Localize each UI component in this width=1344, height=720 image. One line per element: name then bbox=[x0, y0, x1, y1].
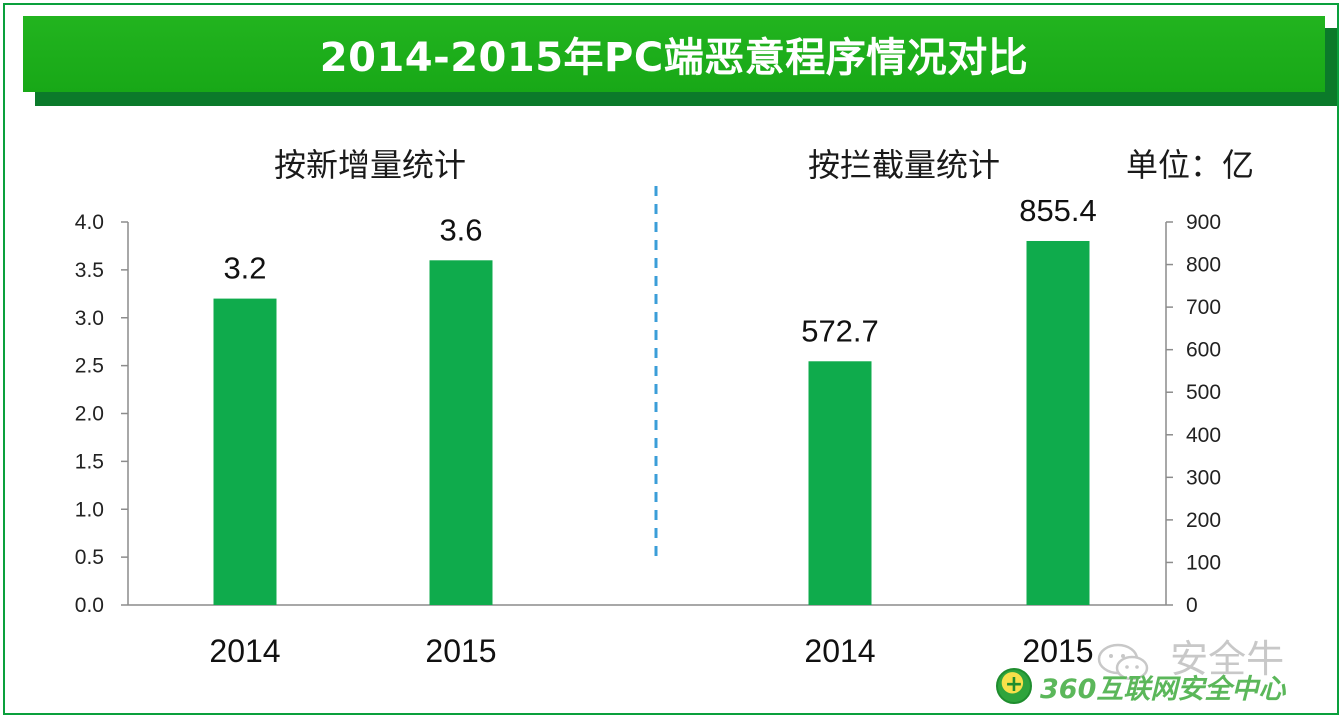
360-logo-text: 360互联网安全中心 bbox=[1040, 673, 1286, 705]
data-label: 855.4 bbox=[1019, 193, 1097, 228]
x-tick-label: 2014 bbox=[209, 633, 280, 669]
y-tick-label: 900 bbox=[1186, 211, 1221, 234]
x-tick-label: 2015 bbox=[425, 633, 496, 669]
y-tick-label: 700 bbox=[1186, 296, 1221, 319]
bar-2014 bbox=[808, 361, 872, 605]
x-tick-label: 2014 bbox=[804, 633, 875, 669]
chart-title: 2014-2015年PC端恶意程序情况对比 bbox=[319, 35, 1029, 81]
360-logo: 360互联网安全中心 bbox=[996, 666, 1285, 706]
y-tick-label: 100 bbox=[1186, 551, 1221, 574]
wechat-icon bbox=[1097, 643, 1149, 680]
y-tick-label: 0 bbox=[1186, 594, 1198, 617]
y-tick-label: 0.0 bbox=[75, 594, 104, 617]
y-tick-label: 600 bbox=[1186, 339, 1221, 362]
x-tick-label: 2015 bbox=[1022, 633, 1093, 669]
left-chart: 0.0 0.5 1.0 1.5 2.0 2.5 3.0 3.5 4.0 3.2 2014 3.6 201… bbox=[75, 211, 515, 669]
y-tick-label: 500 bbox=[1186, 381, 1221, 404]
unit-label: 单位：亿 bbox=[1126, 146, 1255, 184]
bar-2015 bbox=[1026, 240, 1090, 605]
y-tick-label: 3.5 bbox=[75, 259, 104, 282]
y-tick-label: 2.0 bbox=[75, 403, 104, 426]
y-tick-label: 200 bbox=[1186, 509, 1221, 532]
y-tick-label: 300 bbox=[1186, 466, 1221, 489]
slide-frame bbox=[3, 3, 1339, 715]
y-tick-label: 1.5 bbox=[75, 450, 104, 473]
y-tick-label: 2.5 bbox=[75, 355, 104, 378]
wechat-account-name: 安全牛 bbox=[1170, 637, 1285, 681]
360-shield-icon bbox=[996, 668, 1032, 704]
data-label: 3.2 bbox=[223, 251, 266, 286]
y-tick-label: 400 bbox=[1186, 424, 1221, 447]
y-tick-label: 4.0 bbox=[75, 211, 104, 234]
y-tick-label: 3.0 bbox=[75, 307, 104, 330]
bar-2014 bbox=[213, 298, 277, 605]
left-chart-title: 按新增量统计 bbox=[274, 146, 467, 184]
right-chart-title: 按拦截量统计 bbox=[808, 146, 1001, 184]
right-chart: 0 100 200 300 400 500 600 700 800 900 572.7 2014 855… bbox=[515, 193, 1221, 669]
data-label: 3.6 bbox=[439, 212, 482, 247]
data-label: 572.7 bbox=[801, 313, 879, 348]
bar-2015 bbox=[429, 260, 493, 605]
title-banner: 2014-2015年PC端恶意程序情况对比 bbox=[23, 16, 1325, 92]
y-tick-label: 800 bbox=[1186, 254, 1221, 277]
wechat-watermark: 安全牛 bbox=[1096, 628, 1284, 683]
y-tick-label: 1.0 bbox=[75, 498, 104, 521]
y-tick-label: 0.5 bbox=[75, 546, 104, 569]
